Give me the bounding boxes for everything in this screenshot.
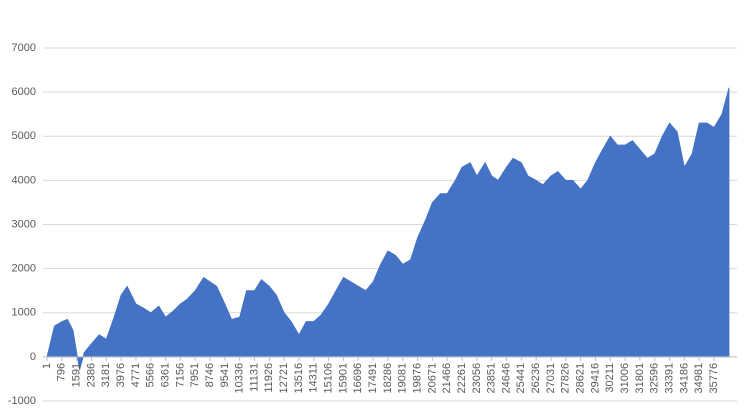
x-tick-label: 17491 <box>367 363 379 394</box>
x-tick-label: 11926 <box>263 363 275 393</box>
x-tick-label: 1591 <box>71 363 83 387</box>
x-tick-label: 8746 <box>204 363 216 387</box>
x-tick-label: 19081 <box>397 363 409 394</box>
x-tick-label: 12721 <box>278 363 290 394</box>
y-tick-label: 1000 <box>12 307 36 319</box>
x-tick-label: 35776 <box>708 363 720 394</box>
x-tick-label: 11131 <box>248 363 260 392</box>
x-tick-label: 16696 <box>352 363 364 394</box>
x-tick-label: 21466 <box>441 363 453 394</box>
y-tick-label: 4000 <box>12 174 36 186</box>
y-tick-label: 2000 <box>12 263 36 275</box>
x-tick-label: 15901 <box>337 363 349 394</box>
x-tick-label: 19876 <box>411 363 423 394</box>
x-tick-label: 31006 <box>619 363 631 394</box>
x-tick-label: 23851 <box>486 363 498 394</box>
x-tick-label: 10336 <box>234 363 246 394</box>
x-tick-label: 6361 <box>159 363 171 387</box>
x-tick-label: 33391 <box>663 363 675 394</box>
x-tick-label: 4771 <box>130 363 142 387</box>
x-tick-label: 22261 <box>456 363 468 394</box>
y-tick-label: 7000 <box>12 42 36 54</box>
x-tick-label: 7951 <box>189 363 201 387</box>
y-tick-label: 6000 <box>12 86 36 98</box>
x-tick-label: 31801 <box>634 363 646 394</box>
y-tick-label: 5000 <box>12 130 36 142</box>
x-tick-label: 27031 <box>545 363 557 394</box>
x-tick-label: 34186 <box>678 363 690 394</box>
y-tick-label: 3000 <box>12 218 36 230</box>
x-tick-label: 1 <box>41 363 53 369</box>
x-tick-label: 15106 <box>323 363 335 394</box>
x-tick-label: 5566 <box>145 363 157 387</box>
x-tick-label: 34981 <box>693 363 705 394</box>
area <box>46 87 730 371</box>
x-tick-label: 796 <box>56 363 68 381</box>
y-tick-label: -1000 <box>8 395 36 407</box>
x-tick-label: 18286 <box>382 363 394 394</box>
x-tick-label: 13516 <box>293 363 305 394</box>
y-tick-label: 0 <box>30 351 36 363</box>
x-tick-label: 2386 <box>85 363 97 387</box>
x-tick-label: 29416 <box>589 363 601 394</box>
x-tick-label: 30211 <box>604 363 616 393</box>
x-tick-label: 23056 <box>471 363 483 394</box>
x-tick-label: 9541 <box>219 363 231 387</box>
x-tick-label: 25441 <box>515 363 527 394</box>
x-tick-label: 7156 <box>174 363 186 387</box>
x-tick-label: 24646 <box>500 363 512 394</box>
x-tick-label: 14311 <box>308 363 320 393</box>
x-tick-label: 26236 <box>530 363 542 394</box>
x-tick-label: 32596 <box>649 363 661 394</box>
x-tick-label: 3976 <box>115 363 127 387</box>
x-tick-label: 28621 <box>575 363 587 394</box>
x-tick-label: 20671 <box>426 363 438 394</box>
x-tick-label: 3181 <box>100 363 112 387</box>
x-tick-label: 27826 <box>560 363 572 394</box>
